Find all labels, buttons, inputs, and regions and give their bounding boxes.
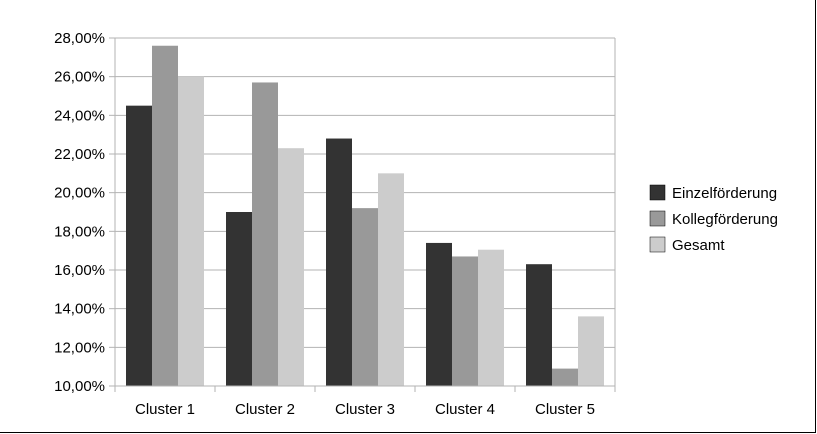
legend-swatch-1 [649,184,666,201]
bar-2-2 [252,82,278,386]
y-tick-label-2: 14,00% [54,301,105,318]
legend-label-1: Einzelförderung [672,185,777,202]
y-tick-label-1: 12,00% [54,339,105,356]
x-axis-ticks: Cluster 1 Cluster 2 Cluster 3 Cluster 4 Clus… [135,401,595,418]
bar-2-3 [352,208,378,386]
y-axis-ticks: 10,00% 12,00% 14,00% 16,00% 18,00% 20,00% 22,0… [54,30,105,395]
bar-1-2 [226,212,252,386]
y-tick-label-3: 16,00% [54,262,105,279]
y-tick-label-8: 26,00% [54,69,105,86]
y-tick-label-0: 10,00% [54,378,105,395]
x-tick-label-5: Cluster 5 [535,401,595,418]
bar-1-4 [426,242,452,386]
bars [126,45,604,387]
y-tick-label-5: 20,00% [54,185,105,202]
x-tick-label-1: Cluster 1 [135,401,195,418]
x-tick-label-4: Cluster 4 [435,401,495,418]
legend-swatch-2 [649,210,666,227]
bar-2-4 [452,256,478,386]
bar-3-2 [278,148,304,386]
x-tick-label-3: Cluster 3 [335,401,395,418]
legend-swatch-3 [649,236,666,253]
bar-3-5 [578,316,604,386]
y-tick-label-6: 22,00% [54,146,105,163]
legend-label-2: Kollegförderung [672,211,778,228]
y-tick-label-7: 24,00% [54,107,105,124]
bar-2-5 [552,368,578,386]
bar-1-3 [326,138,352,386]
bar-1-5 [526,264,552,386]
axes [109,37,616,392]
y-tick-label-9: 28,00% [54,30,105,47]
x-tick-label-2: Cluster 2 [235,401,295,418]
bar-3-3 [378,173,404,386]
legend-label-3: Gesamt [672,237,725,254]
y-tick-label-4: 18,00% [54,223,105,240]
bar-3-1 [178,76,204,387]
bar-2-1 [152,45,178,386]
bar-3-4 [478,249,504,386]
bar-1-1 [126,105,152,387]
legend: Einzelförderung Kollegförderung Gesamt [649,184,778,254]
